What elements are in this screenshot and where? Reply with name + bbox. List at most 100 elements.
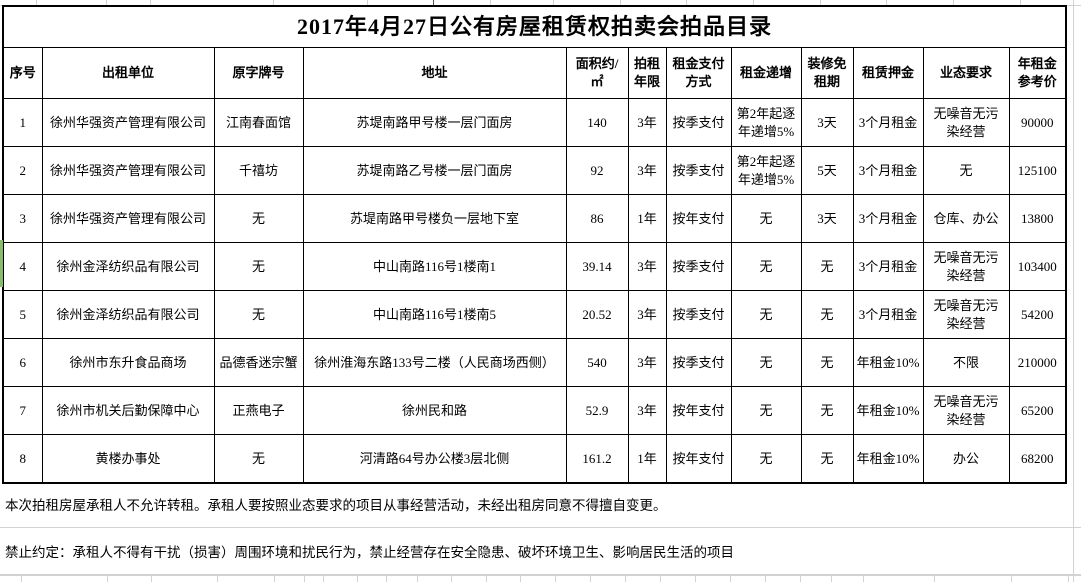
cell-seq[interactable]: 6 <box>2 338 43 387</box>
cell-address[interactable]: 苏堤南路乙号楼一层门面房 <box>302 146 567 195</box>
cell-term[interactable]: 1年 <box>627 194 667 243</box>
cell-area[interactable]: 52.9 <box>565 386 629 435</box>
cell-rent_free[interactable]: 无 <box>800 386 854 435</box>
cell-term[interactable]: 3年 <box>627 386 667 435</box>
cell-area[interactable]: 86 <box>565 194 629 243</box>
cell-rent_free[interactable]: 3天 <box>800 194 854 243</box>
cell-area[interactable]: 20.52 <box>565 290 629 339</box>
cell-price[interactable]: 125100 <box>1008 146 1067 195</box>
note-row[interactable]: 本次拍租房屋承租人不允许转租。承租人要按照业态要求的项目从事经营活动，未经出租房… <box>0 480 1081 528</box>
cell-increase[interactable]: 第2年起逐 年递增5% <box>730 98 802 147</box>
note-row[interactable]: 禁止约定：承租人不得有干扰（损害）周围环境和扰民行为，禁止经营存在安全隐患、破坏… <box>0 528 1081 575</box>
cell-seq[interactable]: 8 <box>2 434 43 484</box>
header-cell-brand[interactable]: 原字牌号 <box>213 47 304 99</box>
cell-payment[interactable]: 按季支付 <box>665 338 732 387</box>
cell-deposit[interactable]: 年租金10% <box>852 434 924 484</box>
cell-address[interactable]: 苏堤南路甲号楼负一层地下室 <box>302 194 567 243</box>
cell-address[interactable]: 徐州民和路 <box>302 386 567 435</box>
header-cell-payment[interactable]: 租金支付 方式 <box>665 47 732 99</box>
cell-seq[interactable]: 7 <box>2 386 43 435</box>
cell-unit[interactable]: 徐州华强资产管理有限公司 <box>41 146 215 195</box>
cell-deposit[interactable]: 3个月租金 <box>852 146 924 195</box>
cell-unit[interactable]: 徐州市机关后勤保障中心 <box>41 386 215 435</box>
cell-increase[interactable]: 无 <box>730 194 802 243</box>
cell-brand[interactable]: 正燕电子 <box>213 386 304 435</box>
cell-area[interactable]: 161.2 <box>565 434 629 484</box>
cell-address[interactable]: 中山南路116号1楼南1 <box>302 242 567 291</box>
cell-term[interactable]: 3年 <box>627 338 667 387</box>
cell-price[interactable]: 13800 <box>1008 194 1067 243</box>
cell-deposit[interactable]: 3个月租金 <box>852 290 924 339</box>
cell-increase[interactable]: 无 <box>730 434 802 484</box>
cell-rent_free[interactable]: 无 <box>800 338 854 387</box>
cell-address[interactable]: 中山南路116号1楼南5 <box>302 290 567 339</box>
cell-business[interactable]: 无噪音无污 染经营 <box>922 242 1010 291</box>
cell-business[interactable]: 不限 <box>922 338 1010 387</box>
cell-increase[interactable]: 无 <box>730 386 802 435</box>
cell-seq[interactable]: 1 <box>2 98 43 147</box>
header-cell-business[interactable]: 业态要求 <box>922 47 1010 99</box>
cell-unit[interactable]: 徐州金泽纺织品有限公司 <box>41 290 215 339</box>
cell-brand[interactable]: 品德香迷宗蟹 <box>213 338 304 387</box>
cell-business[interactable]: 无噪音无污 染经营 <box>922 386 1010 435</box>
cell-price[interactable]: 210000 <box>1008 338 1067 387</box>
cell-payment[interactable]: 按季支付 <box>665 98 732 147</box>
cell-payment[interactable]: 按季支付 <box>665 146 732 195</box>
header-cell-deposit[interactable]: 租赁押金 <box>852 47 924 99</box>
cell-increase[interactable]: 无 <box>730 338 802 387</box>
cell-address[interactable]: 河清路64号办公楼3层北侧 <box>302 434 567 484</box>
cell-unit[interactable]: 徐州市东升食品商场 <box>41 338 215 387</box>
cell-price[interactable]: 68200 <box>1008 434 1067 484</box>
cell-term[interactable]: 3年 <box>627 290 667 339</box>
header-cell-increase[interactable]: 租金递增 <box>730 47 802 99</box>
cell-price[interactable]: 54200 <box>1008 290 1067 339</box>
cell-unit[interactable]: 徐州金泽纺织品有限公司 <box>41 242 215 291</box>
cell-address[interactable]: 苏堤南路甲号楼一层门面房 <box>302 98 567 147</box>
header-cell-term[interactable]: 拍租 年限 <box>627 47 667 99</box>
cell-rent_free[interactable]: 无 <box>800 242 854 291</box>
cell-price[interactable]: 103400 <box>1008 242 1067 291</box>
header-cell-price[interactable]: 年租金 参考价 <box>1008 47 1067 99</box>
header-cell-area[interactable]: 面积约/ ㎡ <box>565 47 629 99</box>
header-cell-unit[interactable]: 出租单位 <box>41 47 215 99</box>
cell-business[interactable]: 无噪音无污 染经营 <box>922 98 1010 147</box>
page-title[interactable]: 2017年4月27日公有房屋租赁权拍卖会拍品目录 <box>2 5 1067 48</box>
cell-term[interactable]: 3年 <box>627 98 667 147</box>
cell-rent_free[interactable]: 3天 <box>800 98 854 147</box>
cell-address[interactable]: 徐州淮海东路133号二楼（人民商场西侧） <box>302 338 567 387</box>
cell-deposit[interactable]: 年租金10% <box>852 338 924 387</box>
cell-increase[interactable]: 无 <box>730 242 802 291</box>
header-cell-rent_free[interactable]: 装修免 租期 <box>800 47 854 99</box>
cell-rent_free[interactable]: 无 <box>800 434 854 484</box>
cell-unit[interactable]: 徐州华强资产管理有限公司 <box>41 194 215 243</box>
cell-brand[interactable]: 千禧坊 <box>213 146 304 195</box>
cell-rent_free[interactable]: 无 <box>800 290 854 339</box>
cell-price[interactable]: 90000 <box>1008 98 1067 147</box>
cell-deposit[interactable]: 3个月租金 <box>852 98 924 147</box>
cell-seq[interactable]: 5 <box>2 290 43 339</box>
cell-term[interactable]: 3年 <box>627 146 667 195</box>
cell-rent_free[interactable]: 5天 <box>800 146 854 195</box>
cell-term[interactable]: 1年 <box>627 434 667 484</box>
cell-business[interactable]: 无噪音无污 染经营 <box>922 290 1010 339</box>
cell-term[interactable]: 3年 <box>627 242 667 291</box>
cell-brand[interactable]: 无 <box>213 290 304 339</box>
cell-deposit[interactable]: 年租金10% <box>852 386 924 435</box>
cell-increase[interactable]: 无 <box>730 290 802 339</box>
cell-area[interactable]: 92 <box>565 146 629 195</box>
cell-payment[interactable]: 按年支付 <box>665 194 732 243</box>
cell-area[interactable]: 140 <box>565 98 629 147</box>
cell-business[interactable]: 仓库、办公 <box>922 194 1010 243</box>
header-cell-address[interactable]: 地址 <box>302 47 567 99</box>
cell-deposit[interactable]: 3个月租金 <box>852 194 924 243</box>
cell-seq[interactable]: 2 <box>2 146 43 195</box>
cell-unit[interactable]: 徐州华强资产管理有限公司 <box>41 98 215 147</box>
cell-business[interactable]: 无 <box>922 146 1010 195</box>
cell-unit[interactable]: 黄楼办事处 <box>41 434 215 484</box>
cell-area[interactable]: 39.14 <box>565 242 629 291</box>
cell-brand[interactable]: 无 <box>213 242 304 291</box>
cell-seq[interactable]: 3 <box>2 194 43 243</box>
cell-brand[interactable]: 江南春面馆 <box>213 98 304 147</box>
cell-payment[interactable]: 按年支付 <box>665 434 732 484</box>
cell-seq[interactable]: 4 <box>2 242 43 291</box>
